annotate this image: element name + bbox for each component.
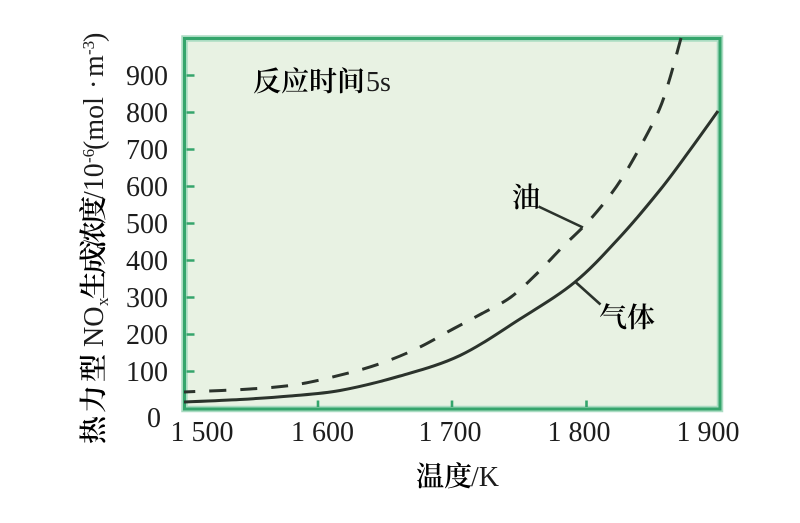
svg-text:-3: -3	[79, 41, 98, 55]
svg-text:1 500: 1 500	[171, 417, 234, 448]
svg-text:400: 400	[126, 246, 168, 277]
svg-text:600: 600	[126, 172, 168, 203]
svg-text:m: m	[79, 55, 110, 77]
svg-text:x: x	[93, 297, 112, 306]
svg-text:1 900: 1 900	[677, 417, 740, 448]
svg-text:500: 500	[126, 209, 168, 240]
svg-text:(mol: (mol	[79, 97, 110, 150]
svg-text:800: 800	[126, 98, 168, 129]
svg-text:NO: NO	[79, 307, 110, 347]
svg-text:/10: /10	[79, 163, 110, 199]
svg-text:-6: -6	[79, 149, 98, 163]
svg-text:700: 700	[126, 135, 168, 166]
svg-text:): )	[79, 33, 110, 42]
svg-text:100: 100	[126, 357, 168, 388]
svg-text:900: 900	[126, 61, 168, 92]
svg-text:1 600: 1 600	[291, 417, 354, 448]
svg-text:0: 0	[147, 403, 161, 434]
svg-text:5s: 5s	[366, 67, 391, 98]
svg-text:200: 200	[126, 320, 168, 351]
svg-text:·: ·	[79, 80, 110, 89]
svg-text:/K: /K	[471, 462, 499, 493]
svg-text:300: 300	[126, 283, 168, 314]
svg-text:1 800: 1 800	[548, 417, 611, 448]
svg-text:1 700: 1 700	[419, 417, 482, 448]
